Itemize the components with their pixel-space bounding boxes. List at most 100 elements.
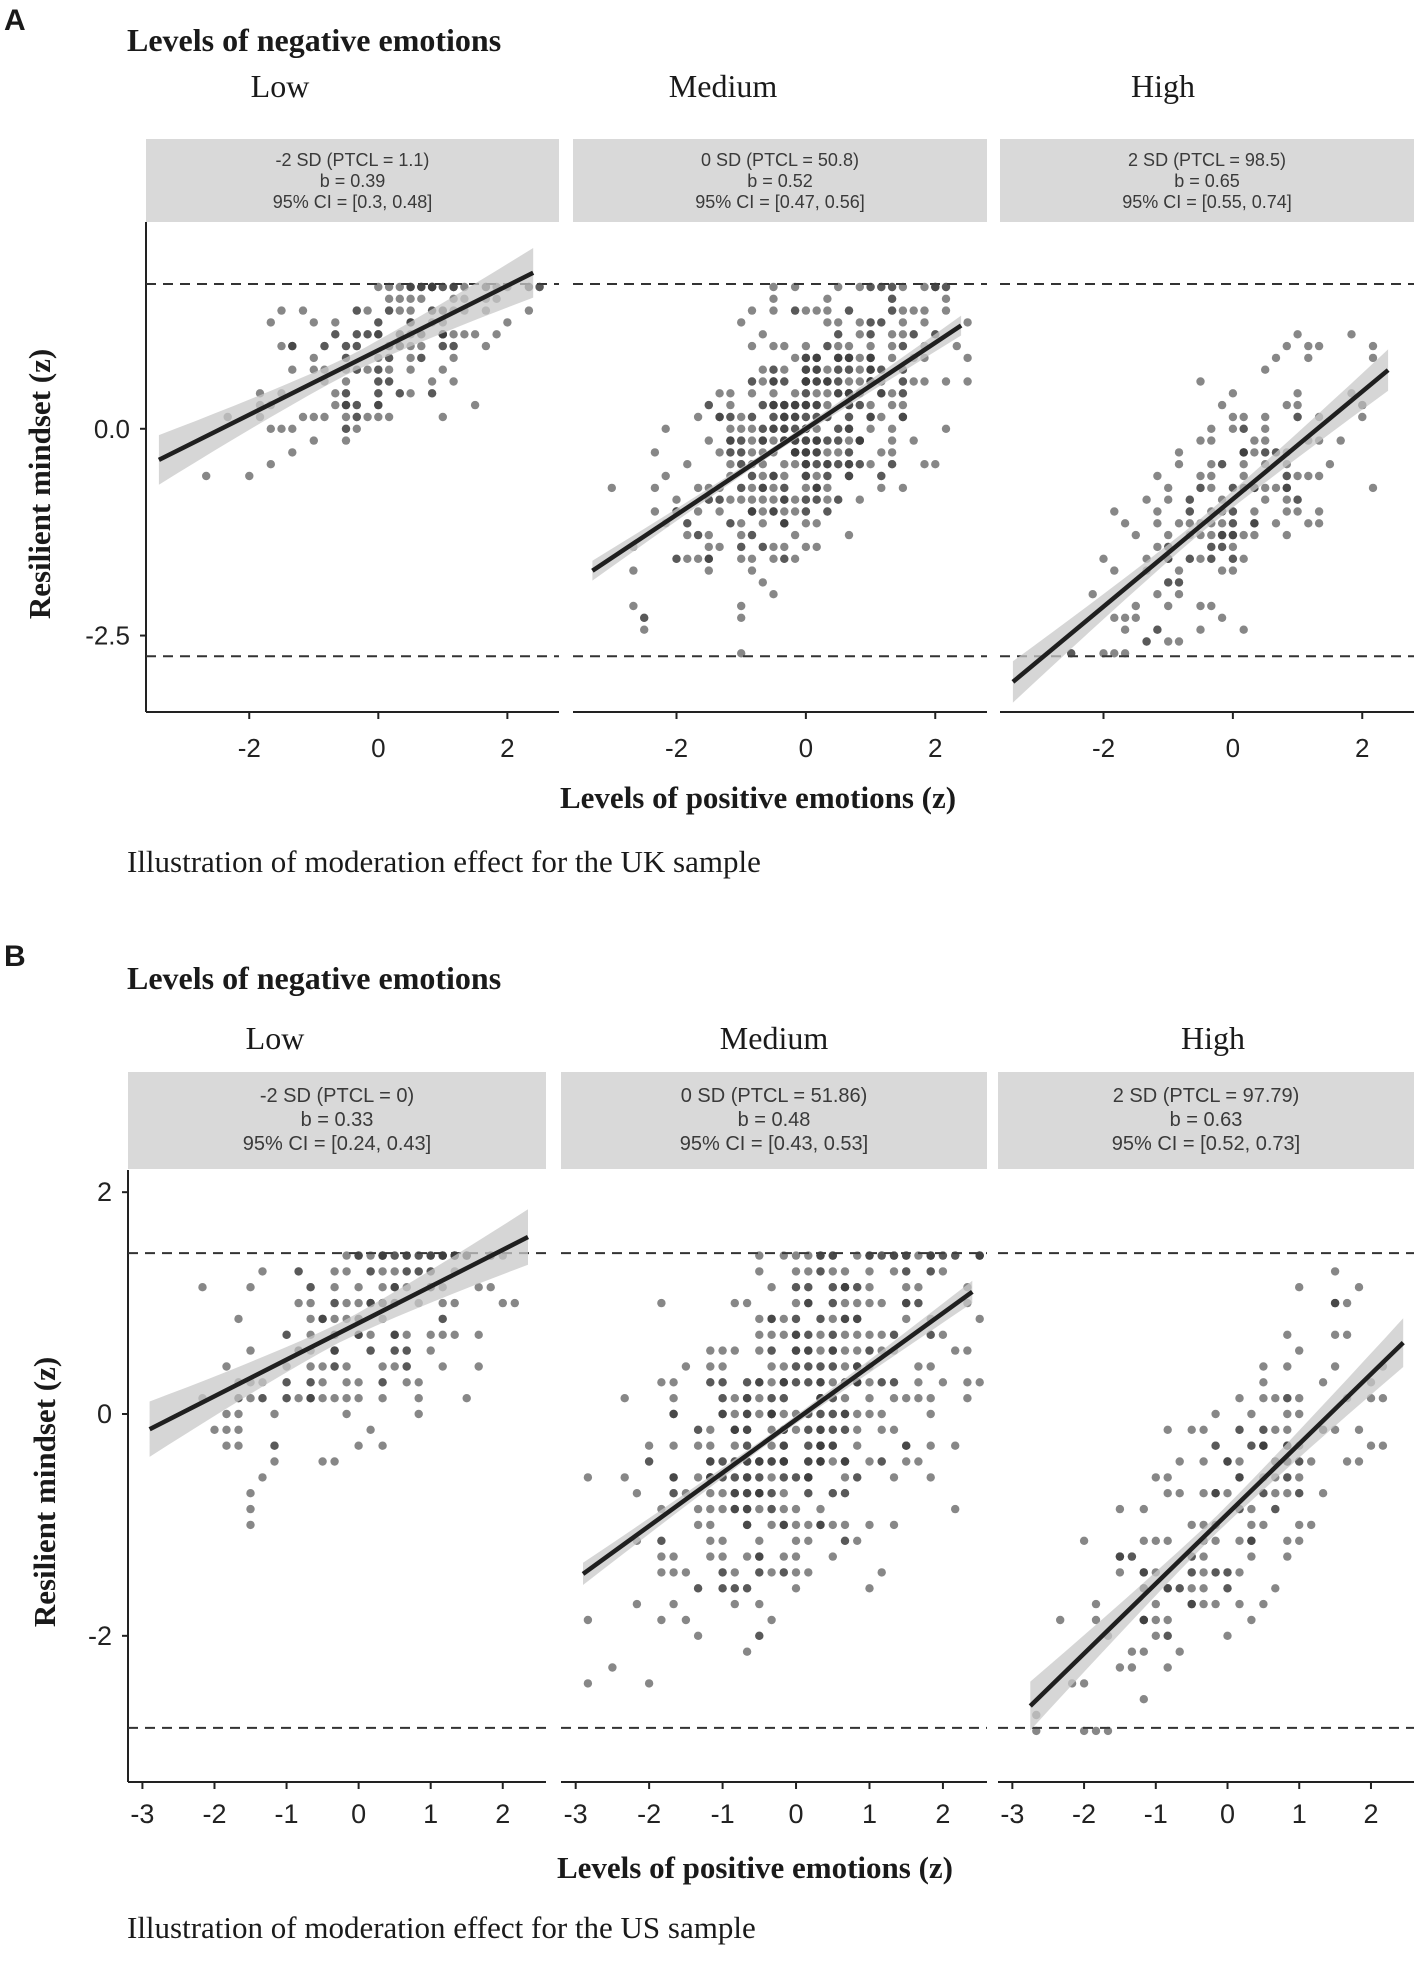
- data-point: [758, 377, 767, 386]
- data-point: [902, 1457, 911, 1466]
- data-point: [737, 519, 746, 528]
- data-point: [1196, 625, 1205, 634]
- data-point: [828, 1346, 837, 1355]
- data-point: [1127, 1663, 1137, 1672]
- data-point: [1131, 601, 1141, 611]
- data-point: [1295, 1283, 1304, 1292]
- data-point: [406, 306, 415, 315]
- data-point: [607, 483, 616, 493]
- data-point: [234, 1425, 243, 1435]
- data-point: [449, 353, 458, 363]
- data-point: [902, 1251, 911, 1260]
- data-point: [1235, 1425, 1244, 1435]
- data-point: [706, 1552, 715, 1561]
- data-point: [877, 318, 886, 327]
- data-point: [844, 353, 854, 363]
- data-point: [816, 1346, 825, 1355]
- data-point: [366, 1425, 375, 1435]
- data-point: [450, 1298, 459, 1308]
- data-point: [363, 330, 372, 339]
- data-point: [1283, 1489, 1292, 1498]
- data-point: [210, 1425, 219, 1435]
- data-point: [402, 1378, 411, 1387]
- data-point: [790, 448, 800, 457]
- data-point: [853, 1298, 862, 1308]
- data-point: [1250, 436, 1259, 445]
- data-point: [865, 1330, 874, 1340]
- data-point: [779, 1552, 788, 1561]
- data-point: [246, 1283, 255, 1292]
- data-point: [758, 424, 767, 433]
- data-point: [406, 389, 415, 398]
- data-point: [1271, 353, 1281, 363]
- data-point: [706, 1346, 715, 1355]
- strip-line: 95% CI = [0.52, 0.73]: [1111, 1133, 1301, 1155]
- data-point: [730, 1584, 739, 1593]
- x-tick-label: 0: [1220, 1799, 1235, 1829]
- data-point: [931, 282, 940, 292]
- x-tick-label: 2: [1363, 1799, 1378, 1829]
- data-point: [889, 1425, 899, 1435]
- data-point: [1199, 1599, 1208, 1609]
- data-point: [1259, 1378, 1268, 1387]
- facet-level-low: Low: [245, 1020, 305, 1056]
- data-point: [1259, 1599, 1268, 1609]
- data-point: [855, 495, 864, 504]
- data-point: [1247, 1441, 1256, 1450]
- data-point: [755, 1536, 764, 1546]
- data-point: [755, 1552, 764, 1561]
- data-point: [844, 306, 854, 315]
- data-point: [804, 1457, 813, 1466]
- data-point: [306, 1378, 315, 1387]
- data-point: [1271, 483, 1281, 493]
- data-point: [834, 318, 843, 327]
- data-point: [898, 483, 908, 493]
- data-point: [718, 1362, 727, 1371]
- data-point: [402, 1362, 411, 1371]
- data-point: [706, 1362, 715, 1371]
- data-point: [632, 1489, 642, 1498]
- data-point: [887, 353, 897, 363]
- data-point: [318, 1362, 327, 1371]
- data-point: [975, 1378, 984, 1387]
- data-point: [758, 507, 767, 516]
- strip-line: 0 SD (PTCL = 50.8): [701, 150, 859, 170]
- data-point: [1293, 471, 1302, 481]
- data-point: [889, 1520, 899, 1530]
- data-point: [222, 1362, 231, 1371]
- data-point: [840, 1457, 850, 1466]
- data-point: [706, 1457, 715, 1466]
- data-point: [474, 1330, 483, 1340]
- data-point: [331, 400, 340, 410]
- data-point: [1304, 341, 1313, 351]
- data-point: [378, 1283, 387, 1292]
- data-point: [952, 341, 961, 351]
- x-tick-label: 2: [495, 1799, 510, 1829]
- data-point: [769, 412, 778, 422]
- data-point: [767, 1489, 776, 1498]
- data-point: [427, 389, 437, 398]
- data-point: [306, 1298, 315, 1308]
- x-tick-label: 1: [862, 1799, 877, 1829]
- data-point: [1196, 601, 1205, 611]
- data-point: [1293, 507, 1302, 516]
- data-point: [427, 377, 437, 386]
- data-point: [1079, 1726, 1089, 1736]
- data-point: [198, 1283, 207, 1292]
- data-point: [1223, 1584, 1232, 1593]
- data-point: [1228, 530, 1238, 540]
- data-point: [823, 436, 832, 445]
- panel-label: A: [4, 4, 26, 37]
- data-point: [801, 507, 811, 516]
- regression-line: [1011, 368, 1390, 684]
- facet-strip-high: 2 SD (PTCL = 97.79) b = 0.63 95% CI = [0…: [998, 1072, 1414, 1169]
- data-point: [374, 330, 383, 339]
- data-point: [1239, 424, 1248, 433]
- data-point: [352, 412, 361, 422]
- data-point: [1304, 471, 1313, 481]
- data-point: [755, 1267, 764, 1276]
- data-point: [620, 1394, 629, 1403]
- data-point: [877, 282, 886, 292]
- data-point: [828, 1520, 837, 1530]
